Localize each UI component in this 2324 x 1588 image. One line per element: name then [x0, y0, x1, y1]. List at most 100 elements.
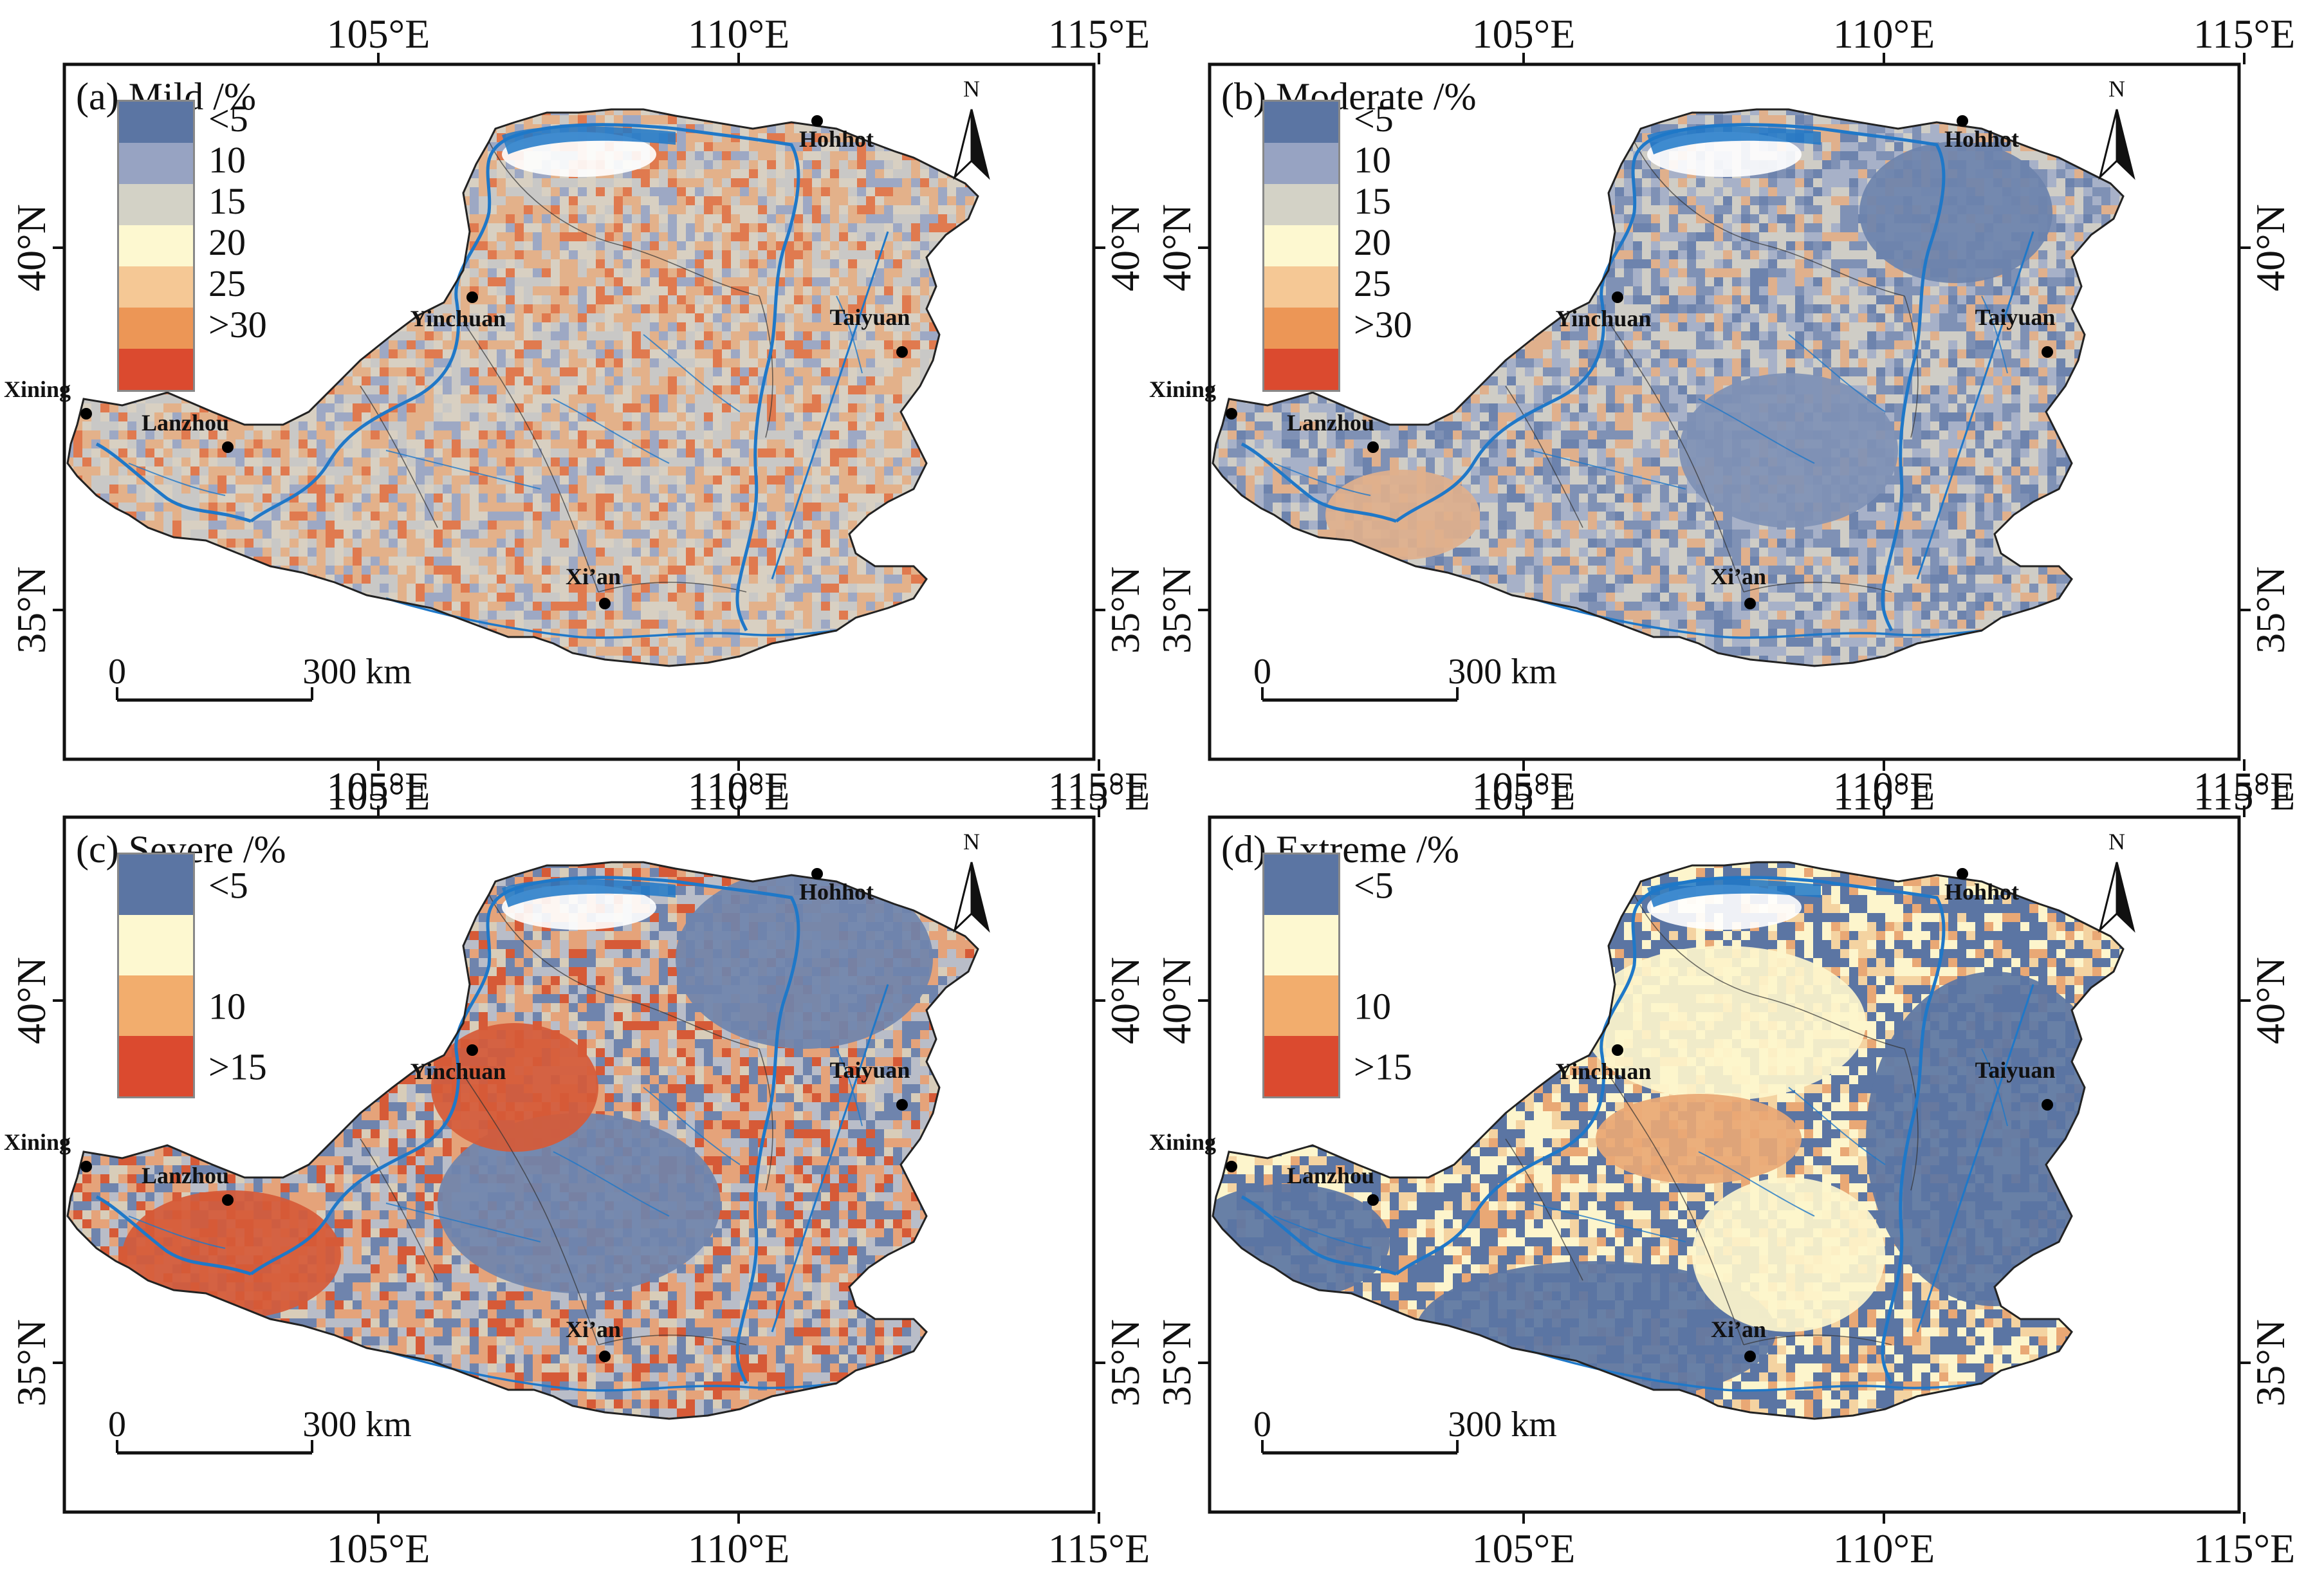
legend-swatch: [1264, 102, 1338, 143]
scale-end-label: 300 km: [302, 652, 412, 692]
city-marker: [599, 598, 611, 609]
lat-tick-label-left: 40°N: [1154, 204, 1199, 291]
city-label: Yinchuan: [1556, 306, 1652, 331]
city-marker: [1744, 1351, 1756, 1362]
tributary: [553, 1151, 670, 1217]
province-boundary: [1904, 1048, 1919, 1191]
legend-label: >30: [1354, 304, 1412, 346]
province-boundary: [1505, 1138, 1583, 1281]
province-boundary: [488, 141, 760, 297]
city-label: Lanzhou: [1287, 410, 1374, 436]
city-label: Xining: [1149, 376, 1216, 402]
tributary: [643, 334, 741, 412]
yellow-river: [1240, 876, 1946, 1385]
legend-swatch: [1264, 854, 1338, 915]
legend-swatch: [119, 308, 193, 349]
wei-river: [1531, 597, 1982, 639]
drought-frequency-raster: [1213, 109, 2123, 666]
legend-label: 15: [208, 180, 246, 222]
legend-swatch: [1264, 1036, 1338, 1096]
legend-label: 10: [208, 139, 246, 181]
fen-river: [1916, 231, 2034, 580]
legend-label: <5: [208, 865, 248, 907]
yellow-river: [95, 876, 800, 1385]
legend-label: 10: [1354, 139, 1391, 181]
lon-tick-label-top: 110°E: [688, 11, 789, 57]
legend-label: >15: [208, 1046, 267, 1088]
map-panel-3: 105°E 105°E 110°E 110°E 115°E 115°E 40°N 40°N 35…: [4, 764, 1150, 1571]
legend-swatch: [1264, 349, 1338, 390]
city-label: Xi’an: [566, 564, 621, 589]
lat-tick-label-left: 40°N: [8, 957, 54, 1044]
province-boundary: [1904, 295, 1919, 438]
lon-tick-label-top: 105°E: [1472, 11, 1576, 57]
map-frame: [62, 815, 1096, 1514]
hetao-irrigation: [502, 126, 676, 154]
city-marker: [1367, 1194, 1379, 1206]
city-marker: [222, 441, 234, 453]
legend-swatch: [119, 975, 193, 1036]
city-label: Lanzhou: [142, 1163, 229, 1188]
fen-river: [771, 231, 889, 580]
city-marker: [1744, 598, 1756, 609]
legend-label: 10: [1354, 986, 1391, 1028]
city-label: Xi’an: [566, 1316, 621, 1342]
legend: <5 10 >15: [1262, 853, 1412, 1098]
city-marker: [466, 291, 478, 303]
legend-swatch: [119, 266, 193, 308]
province-boundary: [360, 1138, 438, 1281]
lat-tick-label-right: 35°N: [1102, 1319, 1148, 1407]
lon-tick-label-top: 115°E: [2193, 11, 2295, 57]
city-label: Yinchuan: [410, 306, 506, 331]
map-panel-4: 105°E 105°E 110°E 110°E 115°E 115°E 40°N 40°N 35…: [1149, 764, 2295, 1571]
legend-label: 20: [1354, 221, 1391, 263]
yellow-river: [95, 123, 800, 632]
north-arrow-icon: N: [2098, 76, 2135, 180]
tributary: [1531, 450, 1686, 490]
legend-label: >15: [1354, 1046, 1412, 1088]
panel-title: (b) Moderate /%: [1221, 75, 1477, 118]
city-label: Hohhot: [1944, 126, 2019, 152]
city-marker: [1226, 1161, 1237, 1172]
legend-swatch: [1264, 225, 1338, 266]
legend-swatch: [119, 1036, 193, 1096]
province-boundary: [463, 1074, 599, 1345]
legend-swatch: [119, 854, 193, 915]
drought-frequency-raster: [68, 109, 978, 666]
lat-tick-label-left: 40°N: [8, 204, 54, 291]
wei-river: [385, 597, 837, 639]
province-boundary: [598, 1334, 747, 1345]
fen-river: [1916, 984, 2034, 1333]
north-label: N: [963, 829, 980, 854]
fen-river: [771, 984, 889, 1333]
city-marker: [1612, 1044, 1623, 1056]
city-label: Lanzhou: [142, 410, 229, 436]
legend-label: <5: [1354, 98, 1394, 140]
province-boundary: [463, 321, 599, 593]
tributary: [128, 463, 226, 496]
hetao-irrigation: [1647, 126, 1821, 154]
lat-tick-label-right: 40°N: [1102, 204, 1148, 291]
legend-label: 20: [208, 221, 246, 263]
city-label: Xi’an: [1711, 1316, 1766, 1342]
north-arrow-icon: N: [953, 76, 990, 180]
city-label: Taiyuan: [830, 1057, 910, 1083]
legend-swatch: [1264, 143, 1338, 184]
lon-tick-label-top: 115°E: [1048, 764, 1150, 809]
lat-tick-label-right: 40°N: [2247, 957, 2293, 1044]
lat-tick-label-right: 35°N: [2247, 566, 2293, 654]
north-arrow-icon: N: [2098, 829, 2135, 933]
scale-bar: 0 300 km: [1253, 652, 1557, 702]
lat-tick-label-right: 40°N: [1102, 957, 1148, 1044]
legend-swatch: [119, 915, 193, 975]
city-marker: [599, 1351, 611, 1362]
legend-swatch: [1264, 915, 1338, 975]
wei-river: [1531, 1350, 1982, 1392]
city-marker: [222, 1194, 234, 1206]
tributary: [553, 398, 670, 464]
lat-tick-label-left: 35°N: [1154, 1319, 1199, 1407]
scale-start-label: 0: [108, 1405, 126, 1445]
tributary: [836, 295, 863, 374]
